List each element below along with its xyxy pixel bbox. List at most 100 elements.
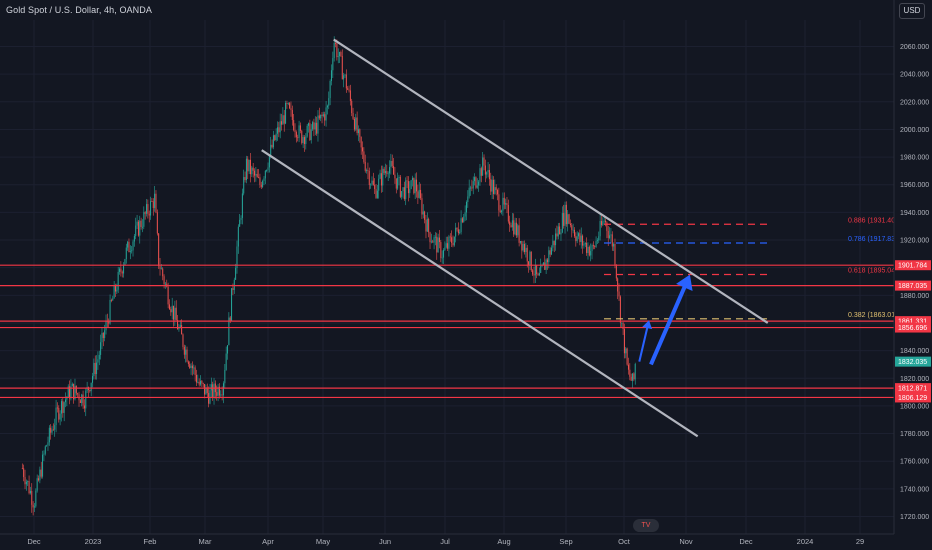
candle-body bbox=[591, 245, 593, 252]
candle-body bbox=[618, 291, 620, 297]
candle-body bbox=[383, 168, 385, 174]
grid bbox=[0, 20, 894, 534]
y-tick-label: 1920.000 bbox=[900, 238, 929, 245]
candle-body bbox=[303, 137, 305, 145]
candle-body bbox=[533, 274, 535, 276]
candle-body bbox=[313, 122, 315, 130]
candle-body bbox=[25, 481, 27, 485]
candle-body bbox=[105, 321, 107, 331]
candle-body bbox=[46, 445, 48, 447]
candle-body bbox=[312, 122, 314, 130]
candle-body bbox=[573, 229, 575, 237]
price-channel bbox=[261, 38, 769, 438]
x-tick-label: Jun bbox=[379, 537, 391, 546]
candle-body bbox=[426, 218, 428, 232]
candle-body bbox=[556, 233, 558, 237]
price-badge-label: 1812.871 bbox=[898, 386, 927, 393]
candle-body bbox=[340, 51, 342, 56]
tradingview-logo[interactable]: TV bbox=[633, 519, 659, 532]
candle-body bbox=[187, 361, 189, 365]
candle-body bbox=[378, 178, 380, 191]
candle-body bbox=[357, 129, 359, 134]
candle-body bbox=[114, 285, 116, 292]
candle-body bbox=[168, 304, 170, 310]
candle-body bbox=[503, 197, 505, 205]
candle-body bbox=[461, 218, 463, 223]
candle-body bbox=[204, 383, 206, 395]
candle-body bbox=[141, 226, 143, 228]
candle-body bbox=[394, 174, 396, 179]
candle-body bbox=[368, 171, 370, 185]
currency-button[interactable]: USD bbox=[899, 3, 925, 19]
candle-body bbox=[227, 345, 229, 354]
candle-body bbox=[595, 241, 597, 247]
candle-body bbox=[515, 222, 517, 236]
candle-body bbox=[536, 265, 538, 275]
candle-body bbox=[31, 490, 33, 505]
price-axis-bg bbox=[894, 0, 932, 550]
candle-body bbox=[237, 226, 239, 247]
candle-body bbox=[101, 332, 103, 343]
candle-body bbox=[370, 184, 372, 186]
price-axis: 1720.000 1740.000 1760.000 1780.000 1800.000… bbox=[893, 0, 932, 550]
candle-body bbox=[374, 184, 376, 190]
candle-body bbox=[384, 171, 386, 174]
candle-body bbox=[318, 115, 320, 119]
candle-body bbox=[177, 320, 179, 330]
candle-body bbox=[519, 241, 521, 243]
price-badge-label: 1856.696 bbox=[898, 325, 927, 332]
candle-body bbox=[611, 234, 613, 247]
candle-body bbox=[320, 114, 322, 119]
candle-body bbox=[343, 75, 345, 80]
candle-body bbox=[459, 232, 461, 234]
candle-body bbox=[89, 389, 91, 392]
candle-body bbox=[58, 407, 60, 420]
candle-body bbox=[355, 117, 357, 130]
candle-body bbox=[425, 219, 427, 232]
candle-body bbox=[548, 250, 550, 263]
candle-body bbox=[451, 237, 453, 243]
candle-body bbox=[578, 233, 580, 237]
candle-body bbox=[155, 193, 157, 213]
candle-body bbox=[588, 246, 590, 256]
candle-body bbox=[59, 413, 61, 420]
y-tick-label: 1740.000 bbox=[900, 486, 929, 493]
channel-lower-line bbox=[261, 149, 699, 438]
x-tick-label: Jul bbox=[440, 537, 450, 546]
candle-body bbox=[495, 187, 497, 191]
candle-body bbox=[575, 236, 577, 242]
candle-body bbox=[448, 236, 450, 249]
candle-body bbox=[77, 393, 79, 395]
candle-body bbox=[229, 317, 231, 321]
candle-body bbox=[275, 133, 277, 141]
candle-body bbox=[375, 189, 377, 198]
candle-body bbox=[222, 383, 224, 396]
candle-body bbox=[393, 166, 395, 175]
candle-body bbox=[202, 383, 204, 384]
candle-body bbox=[116, 289, 118, 292]
candle-body bbox=[97, 359, 99, 363]
candle-body bbox=[159, 266, 161, 269]
candle-body bbox=[632, 373, 634, 381]
candle-body bbox=[236, 246, 238, 268]
candle-body bbox=[362, 147, 364, 152]
candle-body bbox=[24, 477, 26, 485]
candle-body bbox=[40, 469, 42, 477]
candle-body bbox=[231, 288, 233, 321]
candle-body bbox=[232, 288, 234, 291]
candle-body bbox=[474, 177, 476, 182]
candle-body bbox=[100, 342, 102, 355]
candle-body bbox=[333, 43, 335, 59]
candle-body bbox=[38, 478, 40, 481]
candle-body bbox=[185, 349, 187, 355]
candle-body bbox=[291, 110, 293, 121]
y-tick-label: 1820.000 bbox=[900, 376, 929, 383]
candle-body bbox=[617, 278, 619, 292]
y-tick-label: 1960.000 bbox=[900, 182, 929, 189]
y-tick-label: 2020.000 bbox=[900, 99, 929, 106]
candle-body bbox=[110, 299, 112, 301]
candle-body bbox=[510, 225, 512, 228]
candle-body bbox=[43, 453, 45, 455]
